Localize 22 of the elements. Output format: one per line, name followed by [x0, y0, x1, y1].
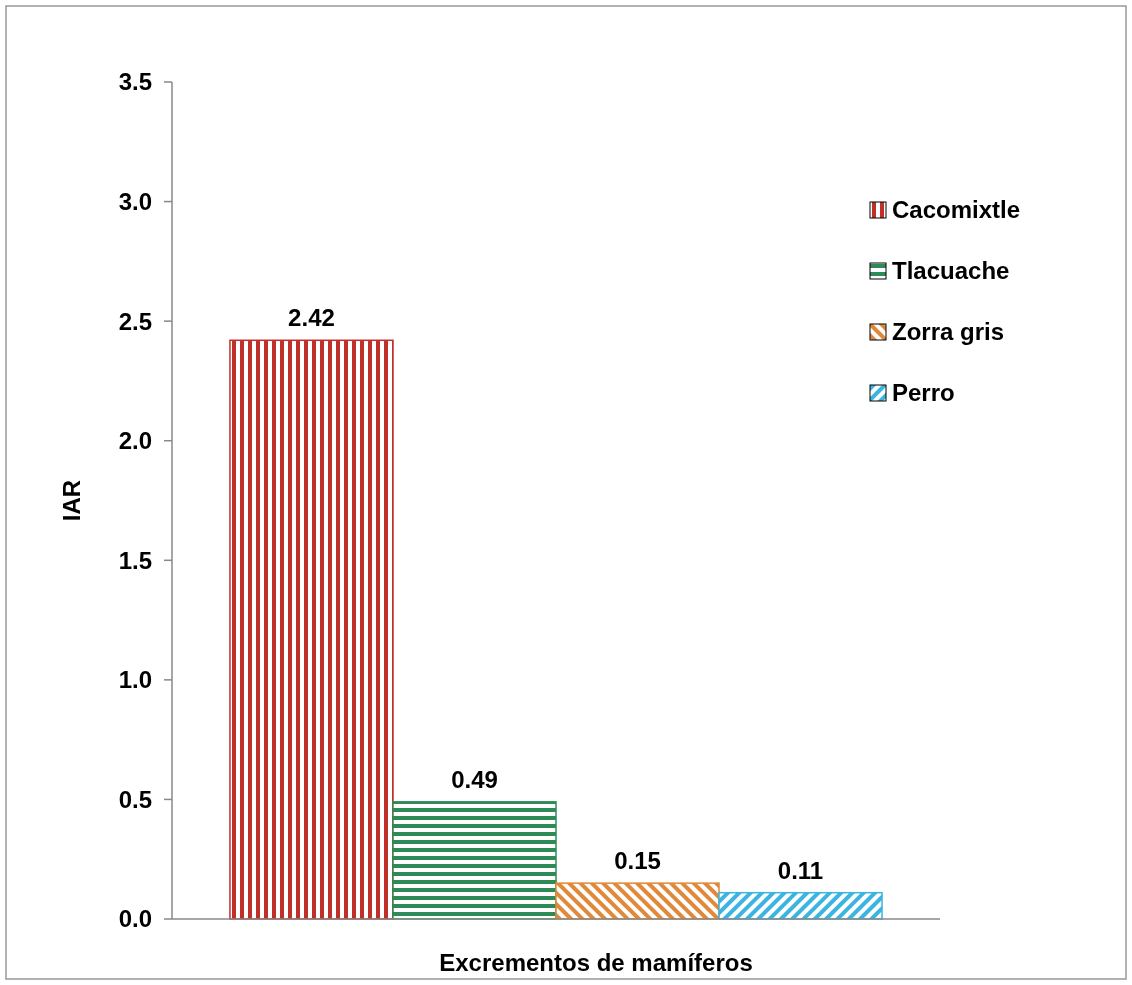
data-label: 0.11: [777, 856, 824, 884]
legend-label: Perro: [892, 379, 955, 407]
bar: [718, 891, 883, 920]
bar: [392, 801, 557, 920]
y-tick-label: 1.0: [118, 666, 152, 694]
y-tick-label: 1.5: [118, 546, 152, 574]
data-label: 0.49: [451, 765, 498, 793]
legend-label: Zorra gris: [892, 318, 1005, 346]
y-tick-label: 0.5: [118, 785, 152, 813]
bar: [555, 882, 720, 920]
data-label: 0.15: [614, 847, 661, 875]
legend-label: Cacomixtle: [892, 196, 1021, 224]
y-tick-label: 3.5: [118, 68, 152, 96]
bar: [229, 339, 394, 920]
y-tick-label: 3.0: [118, 187, 152, 215]
y-tick-label: 0.0: [118, 905, 152, 933]
y-tick-label: 2.0: [118, 427, 152, 455]
y-tick-label: 2.5: [118, 307, 152, 335]
legend-label: Tlacuache: [892, 257, 1010, 285]
x-axis-title: Excrementos de mamíferos: [439, 949, 753, 976]
data-label: 2.42: [288, 304, 335, 332]
y-axis-title: IAR: [58, 479, 85, 522]
